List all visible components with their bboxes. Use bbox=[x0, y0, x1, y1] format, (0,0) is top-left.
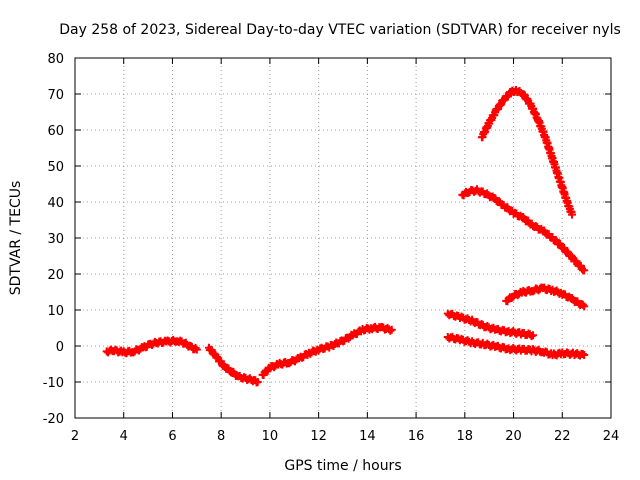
chart-title: Day 258 of 2023, Sidereal Day-to-day VTE… bbox=[59, 22, 621, 38]
y-tick-label: 10 bbox=[47, 304, 64, 319]
series-track-6 bbox=[502, 283, 589, 311]
data-point bbox=[499, 96, 508, 105]
x-tick-label: 8 bbox=[217, 429, 225, 444]
x-tick-label: 6 bbox=[168, 429, 176, 444]
y-tick-label: 70 bbox=[47, 88, 64, 103]
y-tick-label: 30 bbox=[47, 232, 64, 247]
data-point bbox=[580, 266, 589, 275]
x-tick-label: 18 bbox=[457, 429, 474, 444]
series-track-8 bbox=[477, 85, 577, 219]
data-point bbox=[568, 252, 577, 261]
y-tick-label: 80 bbox=[47, 52, 64, 67]
y-tick-label: 40 bbox=[47, 196, 64, 211]
series-track-4 bbox=[443, 332, 589, 360]
data-point bbox=[192, 345, 201, 354]
data-point bbox=[191, 344, 200, 353]
series-track-1 bbox=[102, 335, 201, 358]
y-tick-label: 60 bbox=[47, 124, 64, 139]
grid-lines bbox=[75, 58, 611, 418]
x-tick-label: 24 bbox=[603, 429, 620, 444]
data-series bbox=[102, 85, 589, 387]
data-point bbox=[580, 302, 589, 311]
axis-ticks bbox=[74, 57, 612, 419]
data-point bbox=[529, 331, 538, 340]
y-tick-label: 50 bbox=[47, 160, 64, 175]
series-track-7 bbox=[458, 185, 589, 275]
data-point bbox=[580, 351, 589, 359]
x-axis-title: GPS time / hours bbox=[284, 458, 401, 474]
y-axis-title: SDTVAR / TECUs bbox=[8, 181, 24, 296]
y-tick-label: 0 bbox=[56, 340, 64, 355]
y-tick-labels: -20 -10 0 10 20 30 40 50 60 70 80 bbox=[43, 52, 64, 427]
x-tick-label: 22 bbox=[554, 429, 571, 444]
y-tick-label: -10 bbox=[43, 376, 64, 391]
series-track-2 bbox=[205, 343, 262, 387]
data-point bbox=[568, 210, 577, 219]
x-tick-label: 10 bbox=[262, 429, 279, 444]
x-tick-labels: 2 4 6 8 10 12 14 16 18 20 22 24 bbox=[71, 429, 619, 444]
data-point bbox=[578, 300, 587, 309]
data-point bbox=[387, 325, 396, 334]
x-tick-label: 12 bbox=[310, 429, 327, 444]
data-point bbox=[253, 378, 262, 386]
y-tick-label: -20 bbox=[43, 412, 64, 427]
x-tick-label: 16 bbox=[408, 429, 425, 444]
series-track-3 bbox=[258, 322, 396, 379]
series-track-5 bbox=[443, 309, 538, 341]
x-tick-label: 20 bbox=[505, 429, 522, 444]
x-tick-label: 14 bbox=[359, 429, 376, 444]
x-tick-label: 4 bbox=[120, 429, 128, 444]
y-tick-label: 20 bbox=[47, 268, 64, 283]
x-tick-label: 2 bbox=[71, 429, 79, 444]
